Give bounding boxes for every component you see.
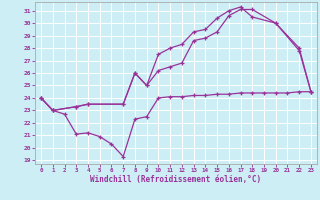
X-axis label: Windchill (Refroidissement éolien,°C): Windchill (Refroidissement éolien,°C): [91, 175, 261, 184]
